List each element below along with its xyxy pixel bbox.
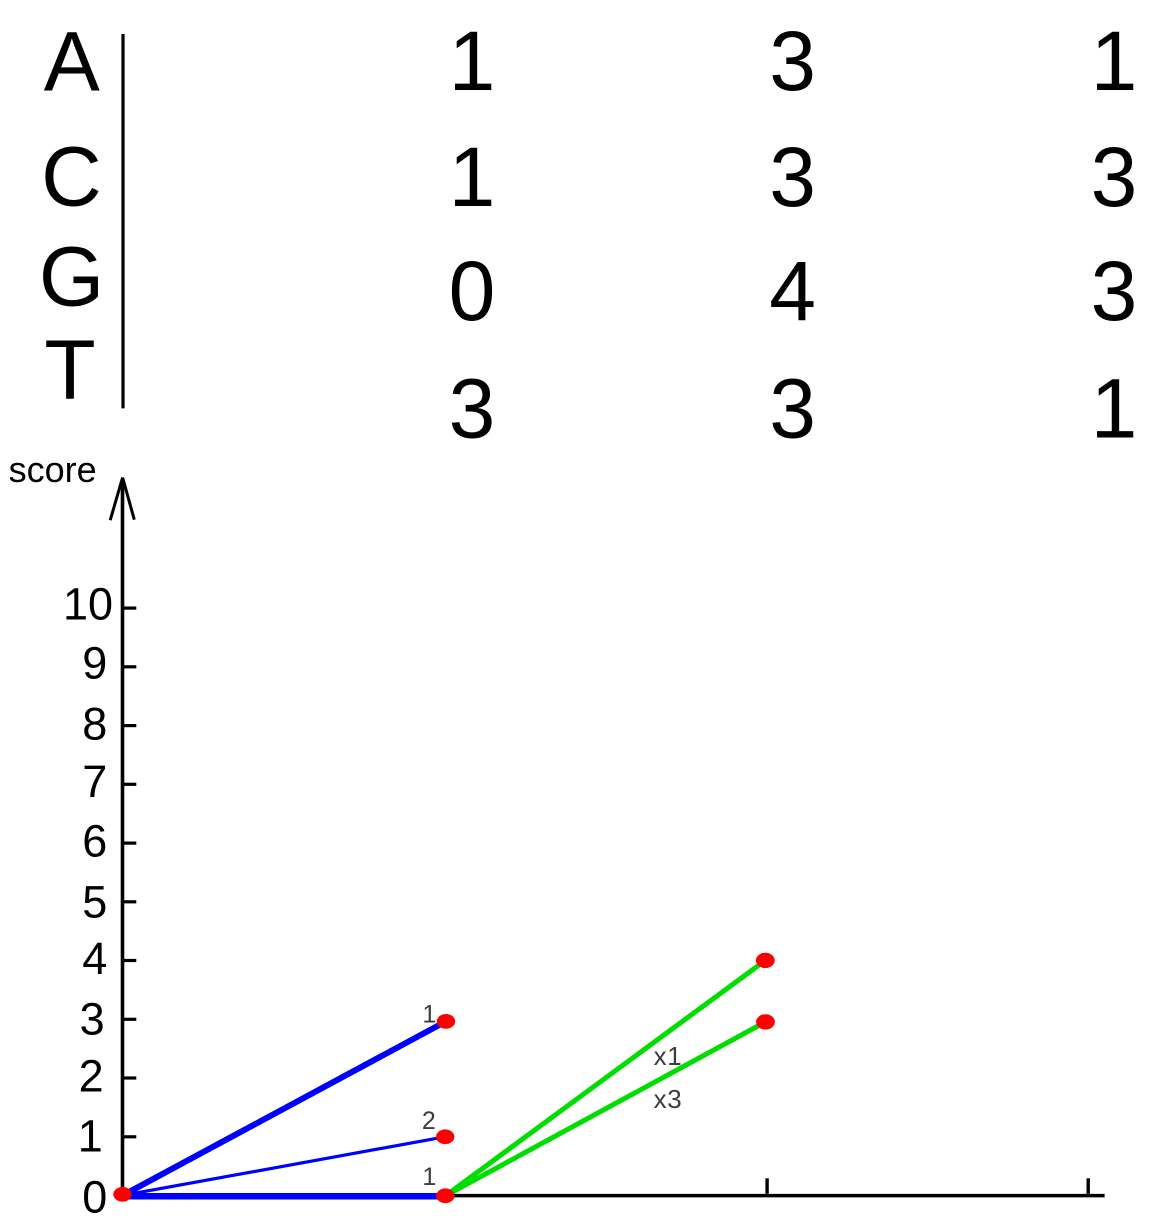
svg-text:7: 7	[82, 756, 107, 807]
svg-text:8: 8	[82, 698, 107, 749]
svg-text:2: 2	[422, 1107, 436, 1135]
svg-text:x3: x3	[654, 1084, 683, 1114]
svg-text:G: G	[39, 230, 104, 324]
svg-text:4: 4	[769, 244, 816, 338]
svg-text:1: 1	[449, 14, 496, 108]
svg-text:1: 1	[422, 1163, 436, 1191]
svg-text:5: 5	[82, 876, 107, 927]
svg-text:6: 6	[82, 816, 107, 867]
svg-text:A: A	[44, 14, 100, 108]
svg-text:2: 2	[79, 1051, 104, 1102]
svg-text:3: 3	[769, 14, 816, 108]
svg-text:1: 1	[1091, 14, 1138, 108]
svg-text:3: 3	[769, 130, 816, 224]
svg-text:1: 1	[449, 130, 496, 224]
svg-text:1: 1	[422, 1000, 436, 1028]
svg-text:4: 4	[82, 933, 107, 984]
svg-text:3: 3	[449, 362, 496, 456]
svg-text:1: 1	[1091, 362, 1138, 456]
svg-text:0: 0	[449, 244, 496, 338]
svg-text:1: 1	[78, 1110, 103, 1161]
svg-text:score: score	[9, 449, 97, 490]
svg-text:0: 0	[82, 1171, 107, 1222]
svg-text:x1: x1	[654, 1041, 683, 1071]
svg-text:10: 10	[63, 578, 113, 629]
svg-text:3: 3	[1091, 244, 1138, 338]
svg-text:9: 9	[82, 638, 107, 689]
svg-text:3: 3	[80, 993, 105, 1044]
svg-text:T: T	[44, 322, 95, 416]
svg-text:3: 3	[1091, 130, 1138, 224]
svg-text:3: 3	[769, 362, 816, 456]
svg-text:C: C	[41, 130, 102, 224]
